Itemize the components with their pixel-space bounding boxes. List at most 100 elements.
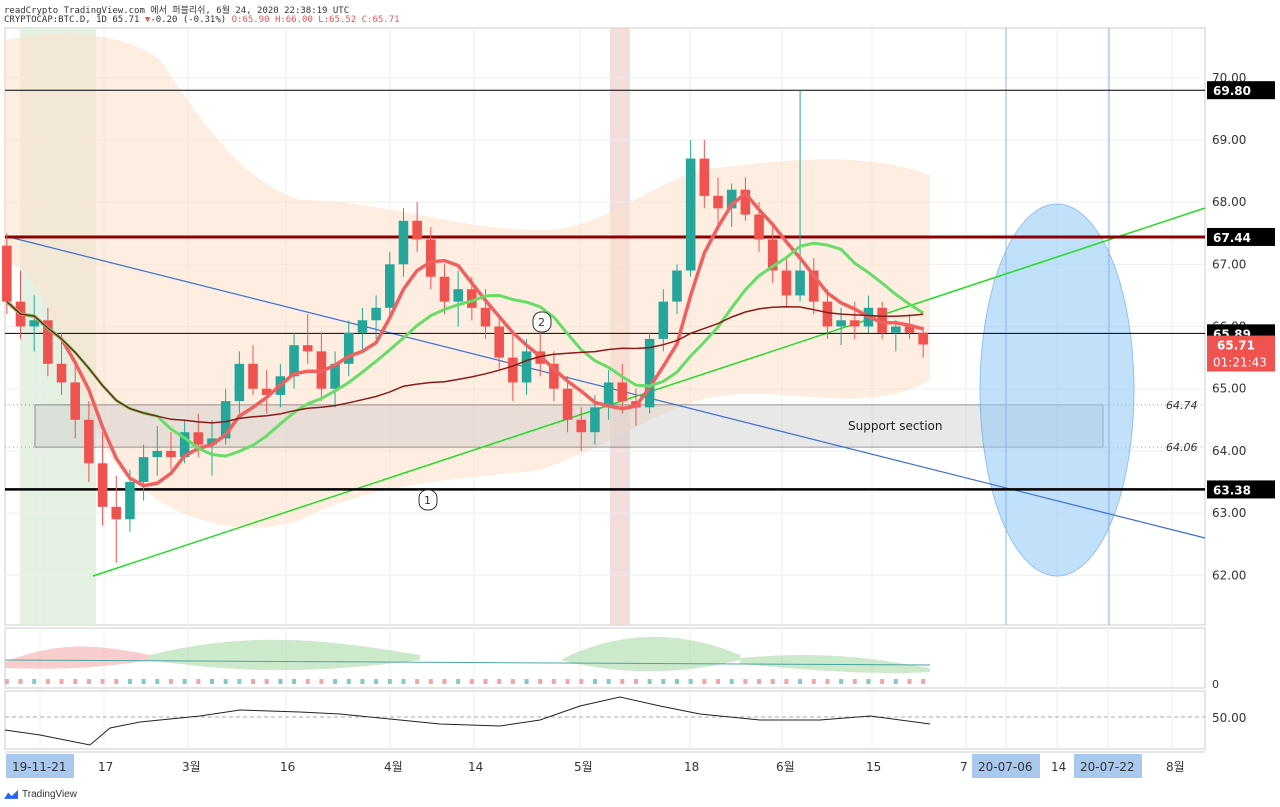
last-price-tag bbox=[1207, 335, 1275, 372]
candle-body bbox=[836, 320, 846, 327]
candle-body bbox=[412, 220, 422, 240]
osc-histogram-bar bbox=[702, 679, 707, 684]
osc-histogram-bar bbox=[852, 679, 857, 684]
candle-body bbox=[877, 307, 887, 333]
ma-mid-line bbox=[5, 241, 925, 458]
x-tick-label: 17 bbox=[98, 760, 113, 774]
osc-green-area-1 bbox=[150, 639, 420, 671]
osc-histogram-bar bbox=[4, 679, 9, 684]
candle-body bbox=[111, 506, 122, 520]
candle-body bbox=[658, 301, 669, 339]
y-tick-label: 63.00 bbox=[1212, 506, 1246, 520]
osc-histogram-bar bbox=[237, 679, 242, 684]
y-tick-label: 68.00 bbox=[1212, 195, 1246, 209]
marker-bubble bbox=[418, 489, 438, 511]
change-label: -0.20 (-0.31%) bbox=[150, 15, 227, 25]
candle-body bbox=[849, 320, 860, 327]
candle-body bbox=[549, 363, 559, 389]
candle-body bbox=[384, 264, 395, 308]
osc-histogram-bar bbox=[73, 679, 78, 684]
osc-histogram-bar bbox=[798, 679, 803, 684]
candle-body bbox=[767, 239, 778, 271]
osc-histogram-bar bbox=[784, 679, 789, 684]
osc-histogram-bar bbox=[209, 679, 214, 684]
marker-label: 2 bbox=[538, 316, 545, 329]
candle-body bbox=[343, 332, 354, 364]
osc-histogram-bar bbox=[223, 679, 228, 684]
candle-body bbox=[97, 463, 108, 507]
osc-histogram-bar bbox=[442, 679, 447, 684]
candle-body bbox=[439, 276, 450, 302]
osc-histogram-bar bbox=[114, 679, 119, 684]
candle-body bbox=[330, 363, 340, 389]
candle-body bbox=[699, 158, 710, 196]
osc-histogram-bar bbox=[674, 679, 679, 684]
osc-red-area bbox=[5, 646, 150, 669]
level-label: 69.80 bbox=[1213, 84, 1251, 98]
candle-body bbox=[56, 363, 67, 383]
candle-body bbox=[138, 457, 149, 482]
candle-body bbox=[220, 401, 231, 439]
candle-body bbox=[453, 289, 463, 302]
osc-histogram-bar bbox=[278, 679, 283, 684]
x-date-label: 20-07-06 bbox=[978, 760, 1032, 774]
support-section-label: Support section bbox=[848, 419, 942, 433]
osc-histogram-bar bbox=[551, 679, 556, 684]
change-down-icon: ▼ bbox=[144, 15, 151, 25]
x-tick-label: 8월 bbox=[1166, 760, 1185, 774]
level-tag bbox=[1207, 480, 1275, 499]
candle-body bbox=[521, 351, 532, 383]
candle-body bbox=[152, 450, 163, 458]
y-tick-label: 67.00 bbox=[1212, 257, 1246, 271]
tradingview-icon bbox=[4, 789, 18, 799]
x-tick-label: 4월 bbox=[384, 760, 403, 774]
candle-body bbox=[193, 432, 204, 445]
ma-slow-line bbox=[6, 301, 924, 424]
osc-histogram-bar bbox=[292, 679, 297, 684]
x-tick-label: 3월 bbox=[182, 760, 201, 774]
osc-histogram-bar bbox=[141, 679, 146, 684]
osc-histogram-bar bbox=[387, 679, 392, 684]
osc-histogram-bar bbox=[620, 679, 625, 684]
osc-histogram-bar bbox=[839, 679, 844, 684]
osc-histogram-bar bbox=[100, 679, 105, 684]
candle-body bbox=[467, 289, 477, 308]
last-price-label: 65.71 bbox=[1217, 339, 1255, 353]
osc-histogram-bar bbox=[374, 679, 379, 684]
level-label: 67.44 bbox=[1213, 231, 1251, 245]
y-tick-label: 69.00 bbox=[1212, 133, 1246, 147]
x-date-label: 19-11-21 bbox=[12, 760, 66, 774]
y-tick-label: 64.00 bbox=[1212, 444, 1246, 458]
osc-histogram-bar bbox=[305, 679, 310, 684]
candle-body bbox=[754, 214, 764, 240]
osc-histogram-bar bbox=[59, 679, 64, 684]
candle-body bbox=[289, 345, 299, 377]
candle-body bbox=[576, 419, 587, 433]
rsi-pane bbox=[4, 690, 1206, 750]
x-date-tag bbox=[972, 754, 1040, 778]
osc-histogram-bar bbox=[524, 679, 529, 684]
osc-histogram-bar bbox=[921, 679, 926, 684]
candle-body bbox=[261, 388, 272, 395]
candle-body bbox=[672, 270, 682, 302]
osc-histogram-bar bbox=[893, 679, 898, 684]
candle-body bbox=[302, 345, 313, 352]
candle-body bbox=[29, 320, 39, 327]
x-date-tag bbox=[6, 754, 74, 778]
x-tick-label: 15 bbox=[866, 760, 881, 774]
osc-histogram-bar bbox=[469, 679, 474, 684]
candle-body bbox=[70, 382, 81, 420]
candle-body bbox=[357, 320, 368, 333]
osc-histogram-bar bbox=[770, 679, 775, 684]
osc-histogram-bar bbox=[155, 679, 160, 684]
osc-histogram-bar bbox=[538, 679, 543, 684]
candle-body bbox=[822, 301, 833, 327]
osc-histogram-bar bbox=[333, 679, 338, 684]
candle-body bbox=[125, 481, 135, 520]
candle-body bbox=[781, 270, 792, 296]
candle-body bbox=[891, 326, 901, 333]
candle-body bbox=[508, 357, 518, 383]
osc-histogram-bar bbox=[510, 679, 515, 684]
level-label: 63.38 bbox=[1213, 483, 1251, 497]
